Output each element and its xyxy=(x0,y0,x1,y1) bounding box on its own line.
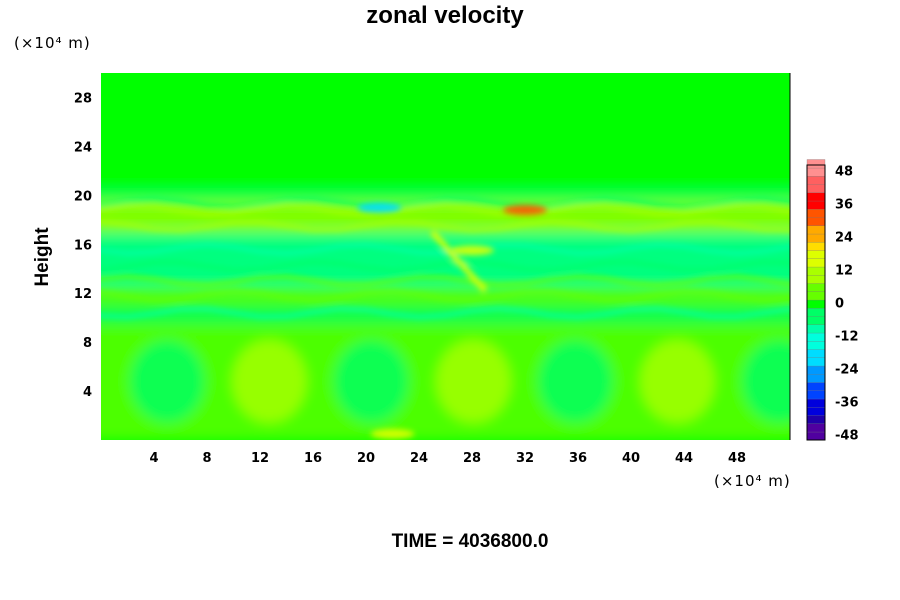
lower-cell-1 xyxy=(231,339,308,424)
colorbar-tick-label: 36 xyxy=(835,198,853,213)
colorbar-cell xyxy=(806,307,826,317)
colorbar-cell xyxy=(806,225,826,235)
colorbar-cell xyxy=(806,382,826,391)
lower-cell-3 xyxy=(435,339,512,424)
x-tick-label: 4 xyxy=(149,451,158,466)
streak-4 xyxy=(101,274,790,288)
jet-streaks xyxy=(101,196,790,320)
colorbar-tick-labels: 48 36 24 12 0 -12 -24 -36 -48 xyxy=(835,165,859,444)
colorbar-tick-label: -12 xyxy=(835,330,859,345)
x-tick-label: 12 xyxy=(251,451,269,466)
y-axis-unit: (×10⁴ m) xyxy=(14,34,91,52)
colorbar-cell xyxy=(806,159,826,169)
diagonal-feature xyxy=(430,230,488,293)
y-tick-label: 12 xyxy=(74,287,92,302)
x-tick-label: 28 xyxy=(463,451,481,466)
colorbar-cell xyxy=(806,365,826,375)
colorbar-cell xyxy=(806,200,826,210)
y-tick-label: 28 xyxy=(74,91,92,106)
colorbar-cell xyxy=(806,208,826,218)
y-tick-label: 8 xyxy=(83,336,92,351)
y-tick-labels: 4 8 12 16 20 24 28 xyxy=(74,91,92,400)
colorbar-cell xyxy=(806,340,826,350)
colorbar-cell xyxy=(806,390,826,400)
x-tick-label: 44 xyxy=(675,451,693,466)
x-tick-label: 40 xyxy=(622,451,640,466)
extreme-2 xyxy=(357,202,402,213)
streak-5 xyxy=(101,289,790,302)
extremes xyxy=(357,202,547,439)
colorbar-cell xyxy=(806,184,826,193)
colorbar-border xyxy=(806,164,826,441)
extreme-3 xyxy=(450,245,494,256)
colorbar-cell xyxy=(806,406,826,416)
x-tick-label: 20 xyxy=(357,451,375,466)
colorbar-cell xyxy=(806,349,826,358)
colorbar-cell xyxy=(806,192,826,202)
x-tick-label: 32 xyxy=(516,451,534,466)
colorbar-tick-label: -24 xyxy=(835,363,859,378)
y-tick-label: 20 xyxy=(74,189,92,204)
x-tick-label: 48 xyxy=(728,451,746,466)
colorbar-cell xyxy=(806,291,826,301)
colorbar-cell xyxy=(806,316,826,325)
x-tick-label: 8 xyxy=(202,451,211,466)
colorbar-cell xyxy=(806,283,826,292)
x-axis-unit: (×10⁴ m) xyxy=(714,472,791,490)
colorbar-cell xyxy=(806,233,826,243)
colorbar-cell xyxy=(806,167,826,177)
colorbar-cell xyxy=(806,217,826,226)
lower-cell-0 xyxy=(129,339,206,424)
band-7 xyxy=(101,73,790,190)
x-tick-labels: 4 8 12 16 20 24 28 32 36 40 44 48 xyxy=(149,451,746,466)
colorbar-cell xyxy=(806,250,826,259)
colorbar-tick-label: 24 xyxy=(835,231,853,246)
lower-cell-6 xyxy=(741,339,790,424)
y-tick-label: 16 xyxy=(74,238,92,253)
colorbar-tick-label: -48 xyxy=(835,429,859,444)
extreme-1 xyxy=(370,428,415,439)
colorbar-cell xyxy=(806,423,826,433)
colorbar-cell xyxy=(806,258,826,268)
colorbar-tick-label: 48 xyxy=(835,165,853,180)
colorbar-cell xyxy=(806,398,826,408)
streak-7 xyxy=(101,196,790,210)
colorbar-cell xyxy=(806,266,826,276)
colorbar-cell xyxy=(806,175,826,185)
streak-3 xyxy=(101,259,790,273)
colorbar-tick-label: 0 xyxy=(835,297,844,312)
y-tick-label: 4 xyxy=(83,385,92,400)
x-tick-label: 36 xyxy=(569,451,587,466)
colorbar-cell xyxy=(806,324,826,334)
lower-cell-4 xyxy=(537,339,614,424)
streak-6 xyxy=(101,306,790,320)
velocity-field xyxy=(101,73,790,440)
chart-title: zonal velocity xyxy=(366,2,524,29)
colorbar-cell xyxy=(806,431,826,441)
lower-cell-2 xyxy=(333,339,410,424)
colorbar-cell xyxy=(806,299,826,309)
extreme-0 xyxy=(503,205,547,216)
colorbar-cell xyxy=(806,241,826,251)
colorbar-cell xyxy=(806,415,826,424)
colorbar-cell xyxy=(806,357,826,367)
lower-cell-5 xyxy=(639,339,716,424)
time-label: TIME = 4036800.0 xyxy=(391,531,549,552)
y-tick-label: 24 xyxy=(74,140,92,155)
streak-1 xyxy=(101,219,790,233)
colorbar-cell xyxy=(806,332,826,342)
streak-0 xyxy=(101,203,790,217)
colorbar-tick-label: 12 xyxy=(835,264,853,279)
x-tick-label: 16 xyxy=(304,451,322,466)
x-tick-label: 24 xyxy=(410,451,428,466)
colorbar-tick-label: -36 xyxy=(835,396,859,411)
colorbar-cell xyxy=(806,274,826,284)
colorbar-cell xyxy=(806,373,826,383)
streak-2 xyxy=(101,242,790,256)
